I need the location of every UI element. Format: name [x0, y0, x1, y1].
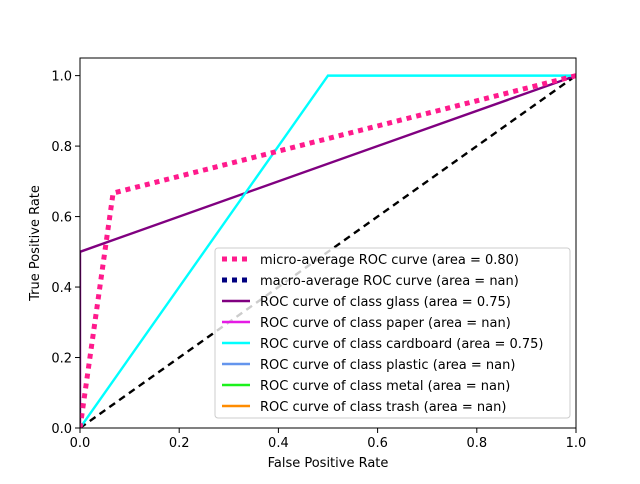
series-line-2 [80, 74, 576, 428]
legend-label: ROC curve of class trash (area = nan) [260, 400, 506, 415]
x-axis-ticks: 0.0 0.2 0.4 0.6 0.8 1.0 [70, 428, 587, 451]
y-axis-label: True Positive Rate [28, 185, 43, 302]
x-tick-label: 0.8 [466, 436, 487, 451]
x-tick-label: 0.2 [169, 436, 190, 451]
plot-frame [79, 57, 577, 429]
y-tick-label: 0.2 [51, 352, 72, 367]
legend-label: ROC curve of class glass (area = 0.75) [260, 295, 511, 310]
x-axis-label: False Positive Rate [268, 456, 389, 471]
x-tick-label: 1.0 [566, 436, 587, 451]
x-tick-label: 0.0 [70, 436, 91, 451]
y-tick-label: 0.8 [51, 140, 72, 155]
legend-label: macro-average ROC curve (area = nan) [260, 274, 519, 289]
y-tick-label: 1.0 [51, 70, 72, 85]
series-line-4 [80, 74, 576, 428]
legend-label: ROC curve of class cardboard (area = 0.7… [260, 337, 544, 352]
x-tick-label: 0.4 [268, 436, 289, 451]
legend-box [214, 247, 571, 419]
legend: micro-average ROC curve (area = 0.80) mac… [214, 247, 571, 419]
y-axis-ticks: 0.0 0.2 0.4 0.6 0.8 1.0 [51, 70, 80, 437]
legend-label: ROC curve of class plastic (area = nan) [260, 358, 515, 373]
y-tick-label: 0.0 [51, 422, 72, 437]
x-tick-label: 0.6 [367, 436, 388, 451]
legend-label: ROC curve of class metal (area = nan) [260, 379, 510, 394]
legend-label: ROC curve of class paper (area = nan) [260, 316, 511, 331]
legend-label: micro-average ROC curve (area = 0.80) [260, 253, 519, 268]
y-tick-label: 0.4 [51, 281, 72, 296]
y-tick-label: 0.6 [51, 211, 72, 226]
